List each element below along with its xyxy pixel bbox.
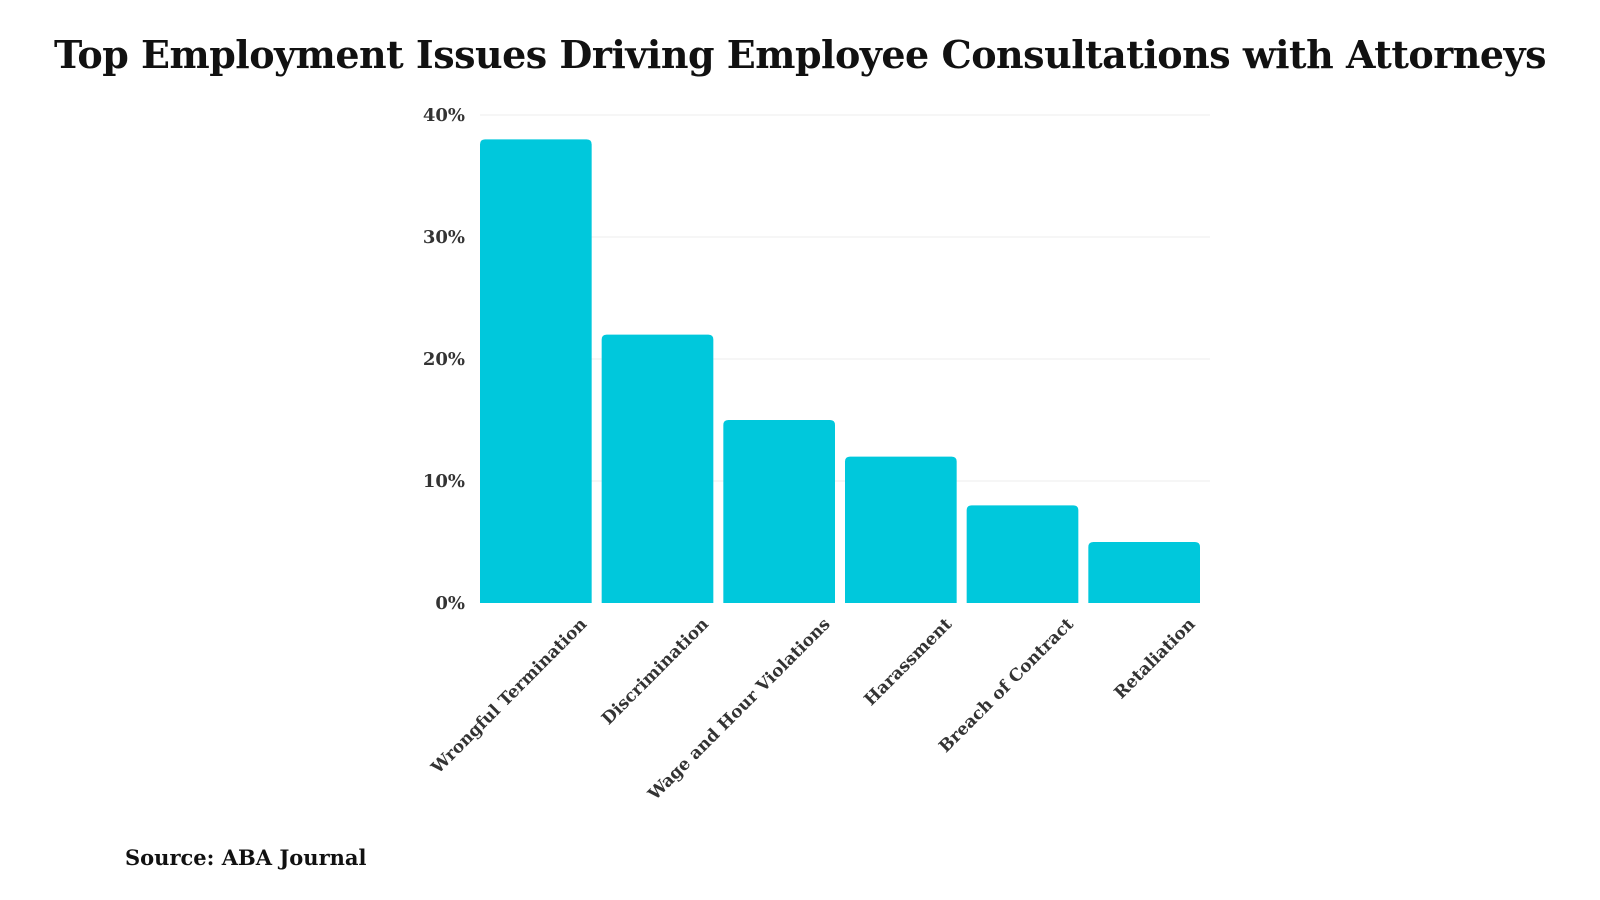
bars [480,139,1200,603]
x-tick-label: Discrimination [598,614,713,729]
bar [723,420,835,603]
x-tick-label: Wrongful Termination [427,614,591,778]
y-tick-label: 40% [423,105,465,126]
y-tick-label: 20% [423,349,465,370]
x-tick-label: Retaliation [1111,614,1200,703]
y-tick-label: 30% [423,227,465,248]
chart-title: Top Employment Issues Driving Employee C… [53,32,1547,77]
x-tick-label: Harassment [861,614,957,710]
y-tick-label: 10% [423,471,465,492]
source-note: Source: ABA Journal [125,845,367,870]
y-axis-ticks: 0% 10% 20% 30% 40% [423,105,465,614]
bar [966,505,1079,603]
bar [480,139,592,603]
x-tick-label: Breach of Contract [935,614,1078,757]
bar [845,456,957,603]
y-tick-label: 0% [435,593,465,614]
bar [601,334,714,603]
bar [1088,542,1200,603]
